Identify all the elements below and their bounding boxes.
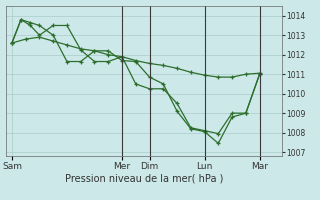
X-axis label: Pression niveau de la mer( hPa ): Pression niveau de la mer( hPa )	[65, 173, 223, 183]
